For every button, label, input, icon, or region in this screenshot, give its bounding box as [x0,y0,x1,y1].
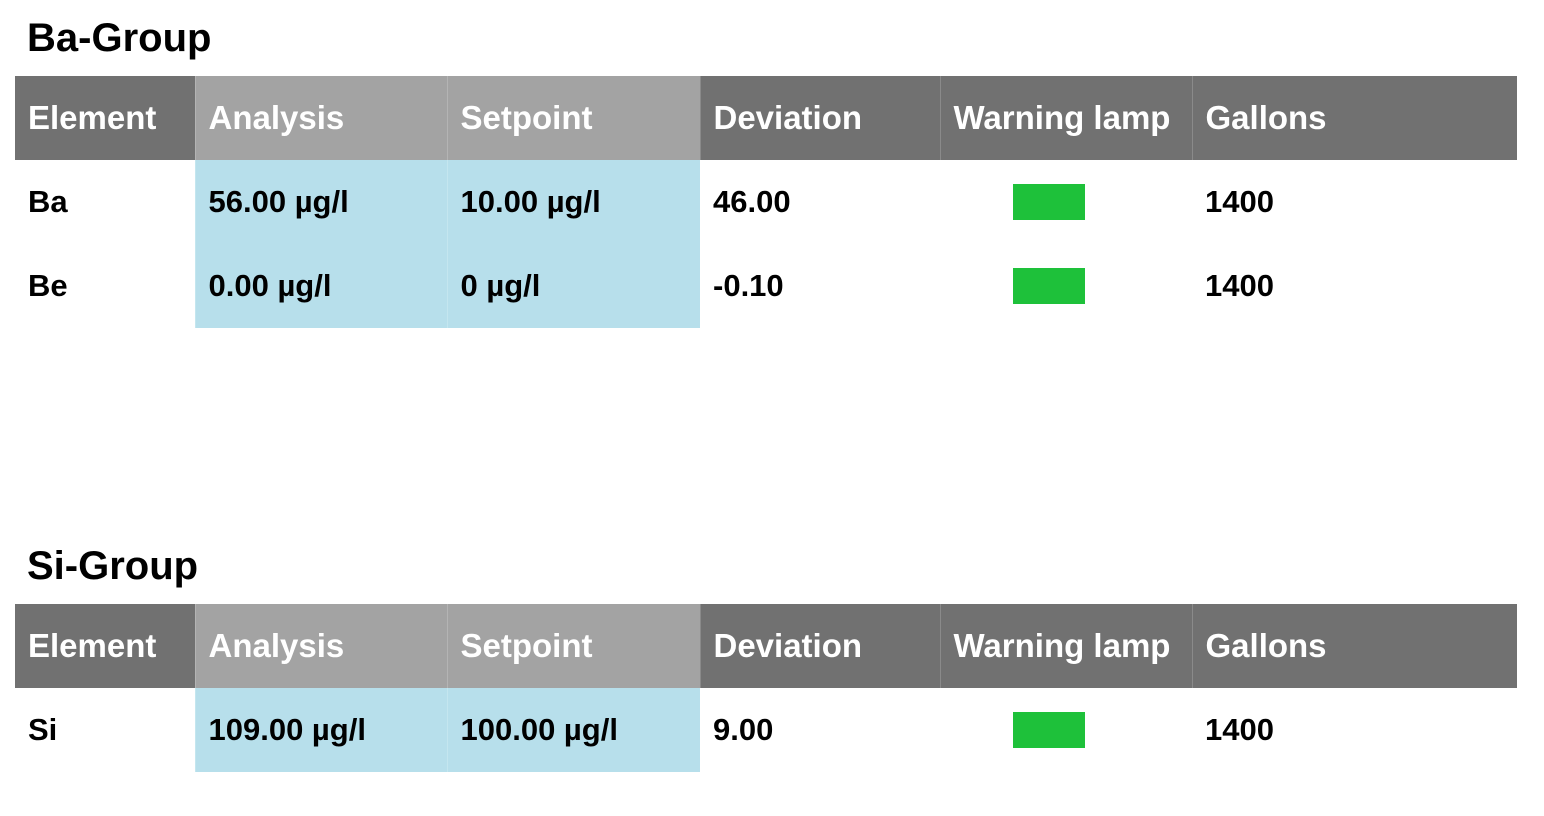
setpoint-cell: 10.00 µg/l [446,160,700,244]
gallons-cell: 1400 [1192,688,1517,772]
warning-lamp-cell [940,160,1192,244]
table-row: Be 0.00 µg/l 0 µg/l -0.10 1400 [15,244,1517,328]
header-warning-lamp: Warning lamp [939,76,1192,160]
header-gallons: Gallons [1191,604,1517,688]
group-title: Ba-Group [27,16,212,60]
deviation-cell: 9.00 [700,688,940,772]
setpoint-cell: 100.00 µg/l [446,688,700,772]
element-cell: Ba [15,160,195,244]
si-group-table: Element Analysis Setpoint Deviation Warn… [15,604,1517,772]
header-deviation: Deviation [699,604,940,688]
ba-group: Ba-Group Element Analysis Setpoint Devia… [15,0,1517,328]
header-deviation: Deviation [699,76,940,160]
element-cell: Si [15,688,195,772]
header-analysis: Analysis [194,604,447,688]
table-row: Si 109.00 µg/l 100.00 µg/l 9.00 1400 [15,688,1517,772]
header-element: Element [15,604,195,688]
ba-group-table: Element Analysis Setpoint Deviation Warn… [15,76,1517,328]
setpoint-cell: 0 µg/l [446,244,700,328]
deviation-cell: 46.00 [700,160,940,244]
analysis-cell: 109.00 µg/l [194,688,447,772]
table-header-row: Element Analysis Setpoint Deviation Warn… [15,76,1517,160]
gallons-cell: 1400 [1192,244,1517,328]
warning-lamp-indicator [1013,268,1085,304]
warning-lamp-indicator [1013,712,1085,748]
warning-lamp-indicator [1013,184,1085,220]
gallons-cell: 1400 [1192,160,1517,244]
header-element: Element [15,76,195,160]
deviation-cell: -0.10 [700,244,940,328]
table-header-row: Element Analysis Setpoint Deviation Warn… [15,604,1517,688]
warning-lamp-cell [940,244,1192,328]
header-setpoint: Setpoint [446,604,700,688]
header-setpoint: Setpoint [446,76,700,160]
analysis-cell: 0.00 µg/l [194,244,447,328]
si-group: Si-Group Element Analysis Setpoint Devia… [15,528,1517,772]
warning-lamp-cell [940,688,1192,772]
analysis-cell: 56.00 µg/l [194,160,447,244]
element-cell: Be [15,244,195,328]
header-analysis: Analysis [194,76,447,160]
header-gallons: Gallons [1191,76,1517,160]
group-title: Si-Group [27,544,199,588]
header-warning-lamp: Warning lamp [939,604,1192,688]
table-row: Ba 56.00 µg/l 10.00 µg/l 46.00 1400 [15,160,1517,244]
